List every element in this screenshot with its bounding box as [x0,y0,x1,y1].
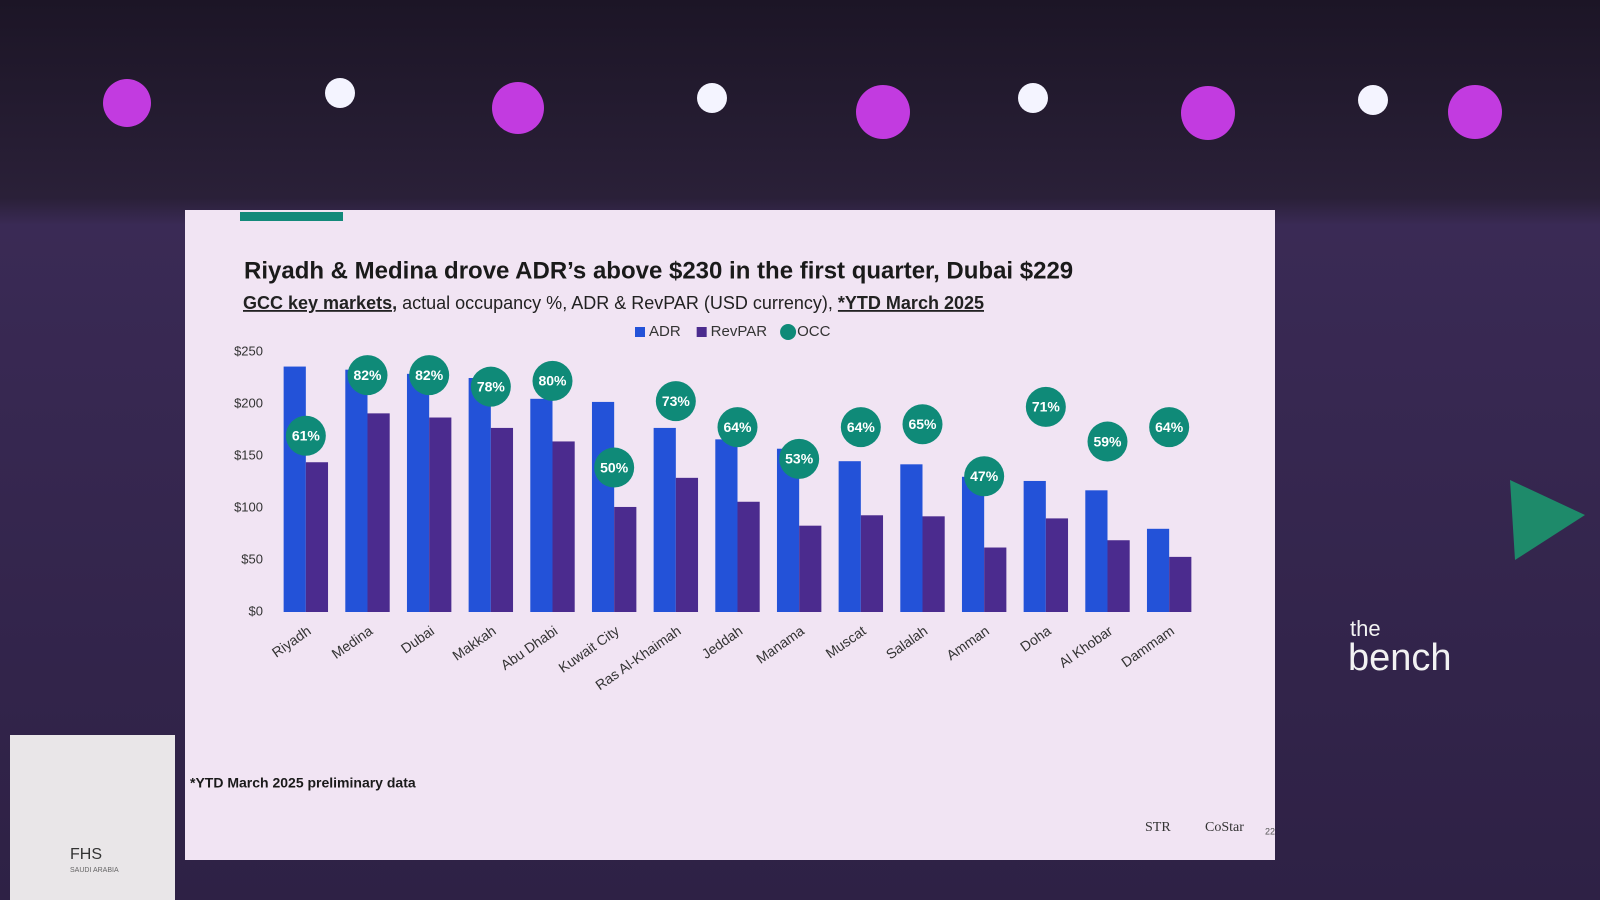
bar [552,441,575,612]
bar [1169,556,1192,612]
occupancy-label: 82% [415,367,444,383]
occupancy-dot [1149,407,1190,448]
occupancy-label: 59% [1093,433,1122,449]
podium [10,735,175,900]
bar [838,461,861,612]
occupancy-dot [964,456,1005,497]
occupancy-dot [779,438,820,479]
sponsor-logo: the [1350,616,1381,641]
bar [1107,540,1130,612]
occupancy-label: 64% [847,419,876,435]
legend-swatch [780,324,797,340]
bar [1045,518,1069,612]
bar [283,366,306,612]
footnote: *YTD March 2025 preliminary data [190,775,416,791]
bar [305,462,329,612]
bar [737,501,760,612]
occupancy-dot [285,415,326,456]
slide-accent [240,212,343,221]
occupancy-label: 71% [1032,399,1061,415]
occupancy-dot [347,355,388,396]
occupancy-label: 47% [970,468,999,484]
occupancy-label: 53% [785,451,814,467]
occupancy-label: 64% [1155,419,1184,435]
bar [984,547,1007,612]
occupancy-label: 73% [662,393,691,409]
bar [961,476,985,612]
bar [715,439,738,612]
y-tick-label: $100 [234,499,263,514]
source-logo: STR [1145,820,1171,835]
stage-lights [103,78,1502,140]
bar [799,525,822,612]
bar [530,398,553,612]
subtitle-part: GCC key markets, [243,293,397,313]
subtitle-part: *YTD March 2025 [838,293,984,313]
y-tick-label: $0 [249,603,263,618]
bar [776,448,800,612]
occupancy-label: 64% [723,419,752,435]
occupancy-dot [532,360,573,401]
bar [900,464,923,612]
bar [591,401,615,612]
occupancy-label: 61% [292,427,321,443]
legend-label: OCC [797,323,831,340]
source-logo: CoStar [1205,820,1244,835]
podium-logo: FHS [70,846,102,863]
bar [490,427,514,612]
legend-swatch [696,327,707,337]
bar [1085,490,1108,612]
bar [653,427,676,612]
y-tick-label: $150 [234,447,263,462]
y-tick-label: $50 [241,551,263,566]
occupancy-dot [1087,421,1128,462]
bar [860,515,884,612]
occupancy-dot [717,407,758,448]
y-tick-label: $200 [234,395,263,410]
occupancy-dot [1025,386,1066,427]
bar [406,373,430,612]
occupancy-dot [902,404,943,445]
occupancy-dot [840,407,881,448]
y-tick-label: $250 [234,343,263,358]
occupancy-label: 80% [538,373,567,389]
legend-label: RevPAR [711,323,768,340]
bar [614,506,637,612]
occupancy-label: 65% [908,416,937,432]
bar [1023,480,1046,612]
legend-label: ADR [649,323,681,340]
occupancy-dot [594,447,635,488]
bar [922,516,945,612]
bar [367,413,390,612]
podium-logo-sub: SAUDI ARABIA [70,867,119,874]
occupancy-label: 78% [477,378,506,394]
subtitle-part: actual occupancy %, ADR & RevPAR (USD cu… [397,293,838,313]
fhs-logo [1510,480,1585,560]
occupancy-label: 82% [353,367,382,383]
occupancy-dot [470,366,511,407]
chart-subtitle: GCC key markets, actual occupancy %, ADR… [243,293,984,313]
bar [429,417,452,612]
sponsor-logo: bench [1348,637,1452,679]
occupancy-dot [409,355,450,396]
bar [345,369,368,612]
chart-title: Riyadh & Medina drove ADR’s above $230 i… [244,257,1073,284]
legend-swatch [635,327,645,337]
bar [468,378,491,612]
bar [1146,528,1170,612]
occupancy-label: 50% [600,459,629,475]
bar [675,477,699,612]
occupancy-dot [655,381,696,422]
page-number: 22 [1265,826,1275,836]
